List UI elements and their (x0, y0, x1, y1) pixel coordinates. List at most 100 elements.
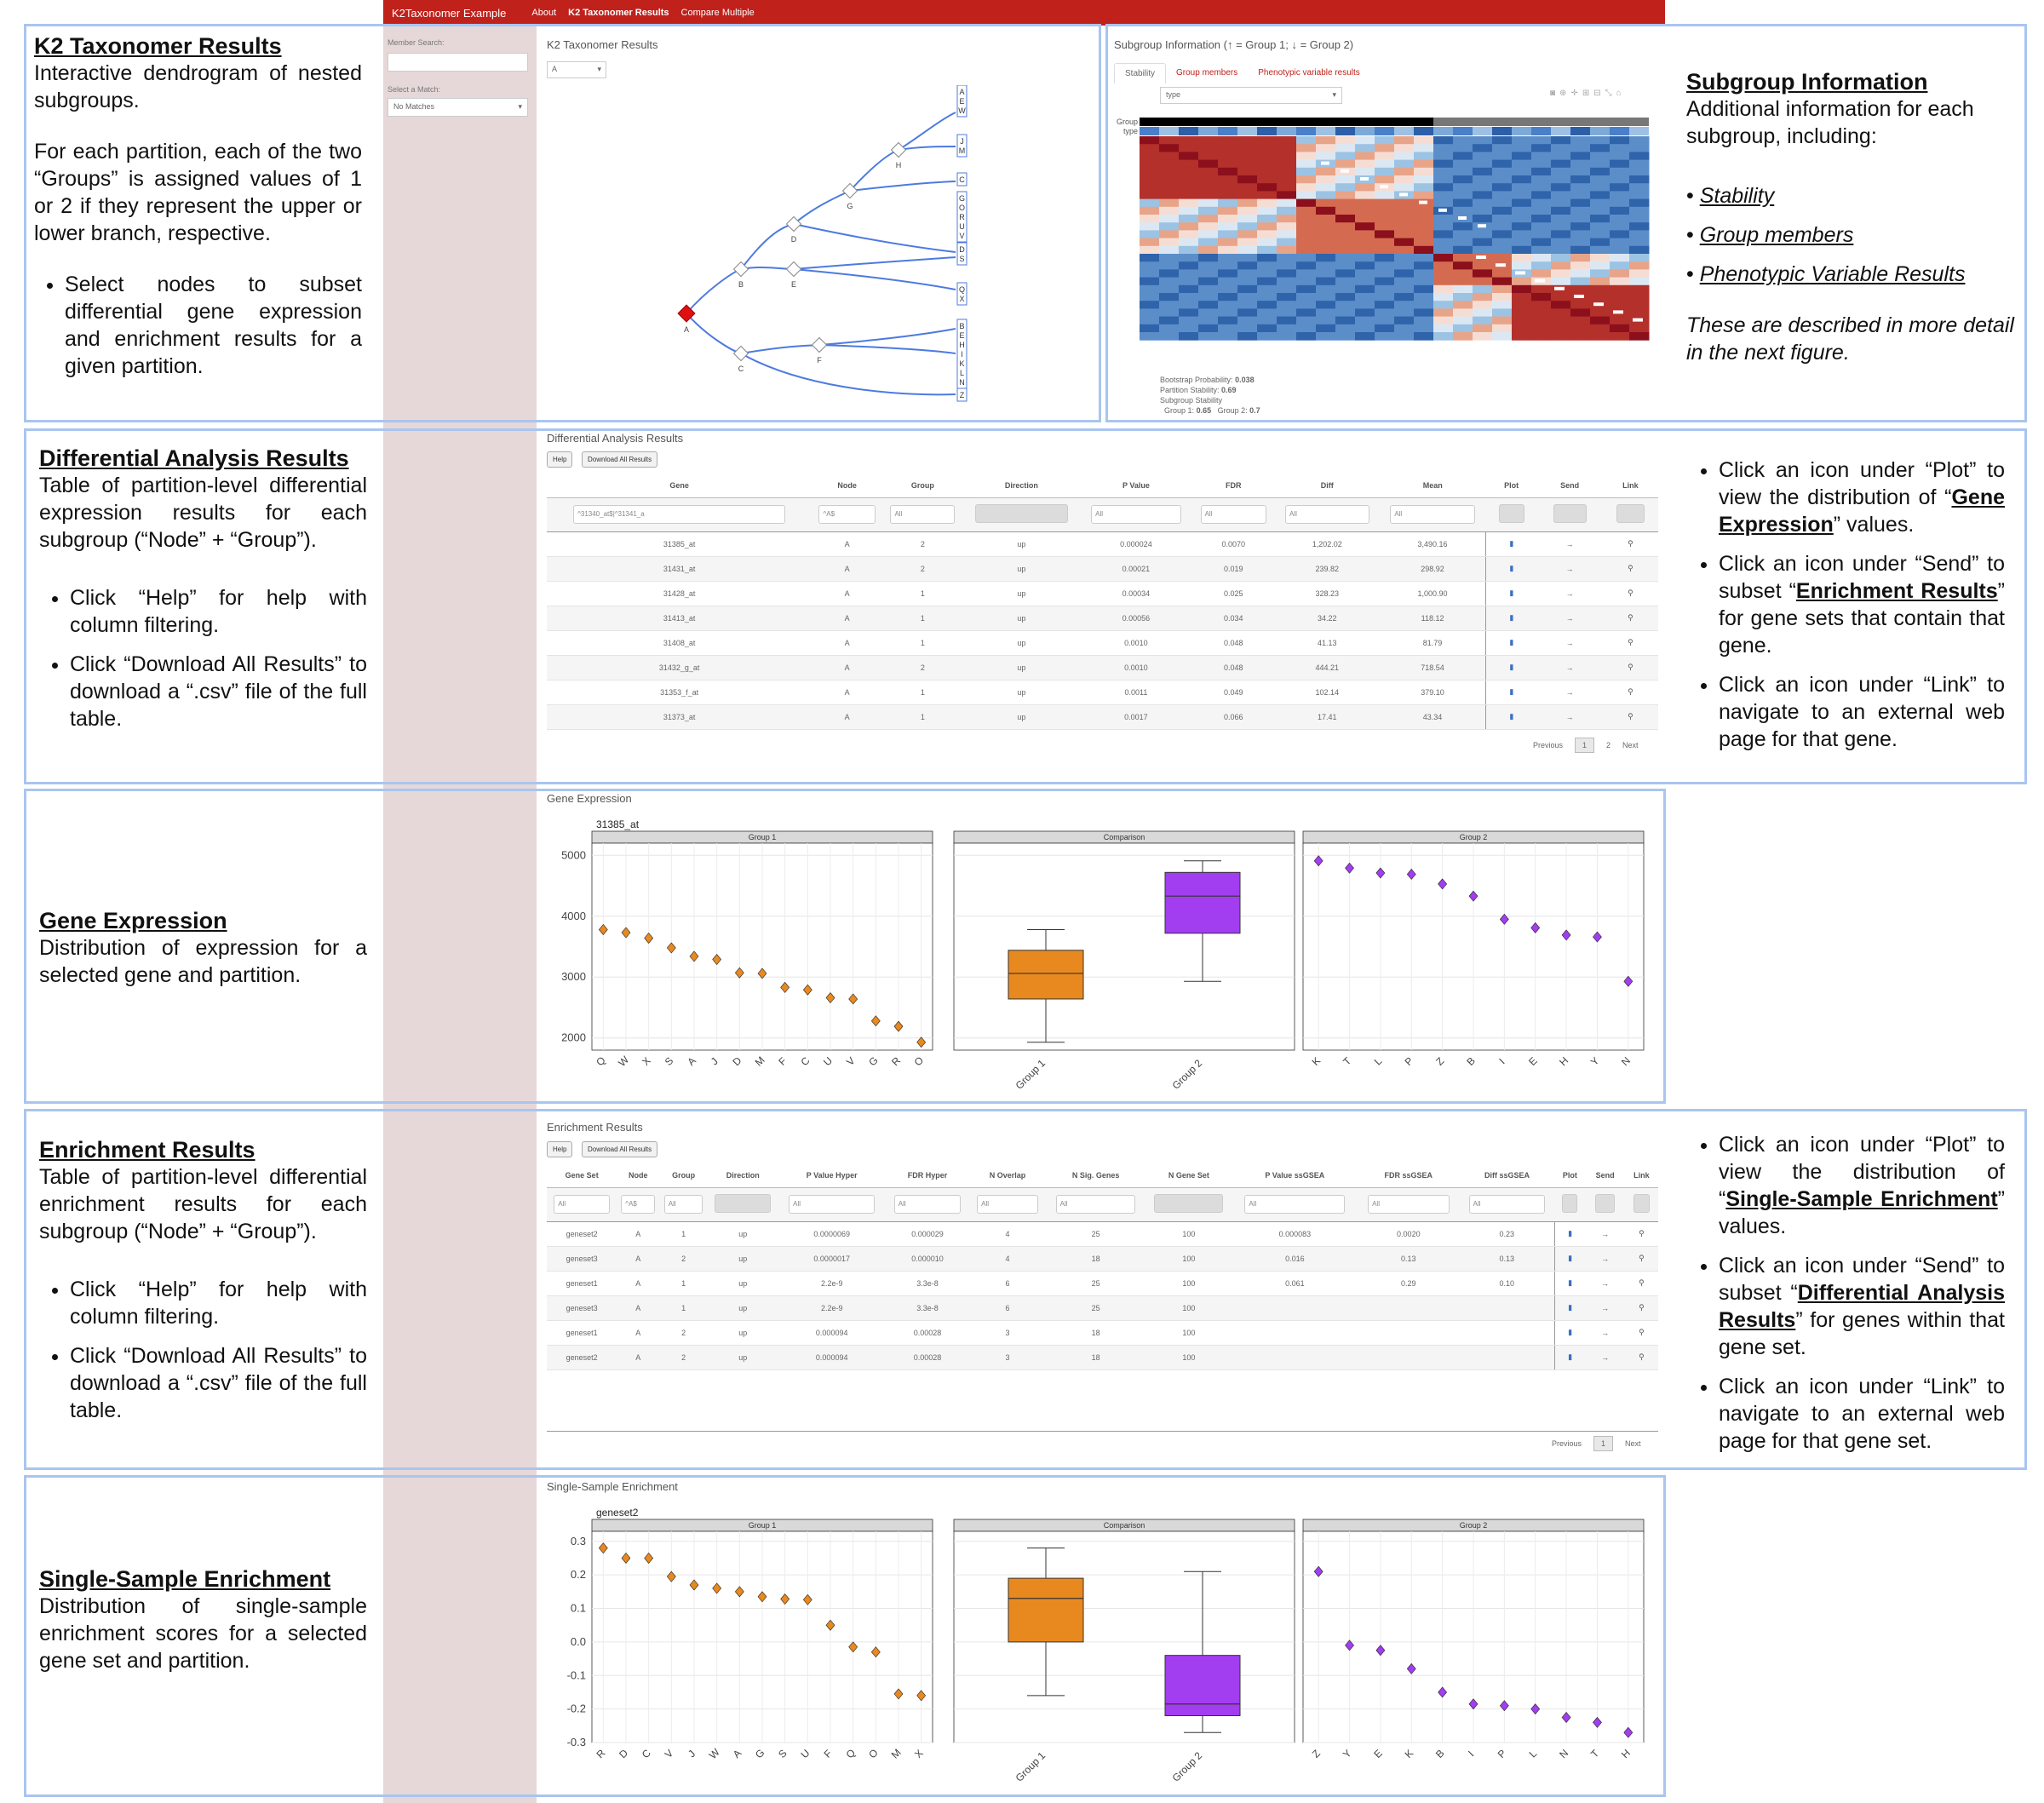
column-header[interactable]: Mean (1379, 474, 1486, 498)
dendrogram-node-e[interactable] (785, 261, 802, 278)
column-header[interactable]: N Sig. Genes (1045, 1163, 1146, 1188)
leaf-box[interactable] (956, 191, 967, 243)
column-filter-input[interactable]: All (1390, 505, 1476, 524)
group2-point[interactable] (1345, 862, 1354, 874)
group2-point[interactable] (1530, 1703, 1541, 1715)
group2-point[interactable] (1375, 1645, 1386, 1657)
column-filter-input[interactable]: All (1284, 505, 1369, 524)
link-icon[interactable]: ⚲ (1624, 1221, 1658, 1247)
dendrogram-node-b[interactable] (732, 261, 749, 278)
column-filter-input[interactable] (974, 504, 1069, 523)
group2-point[interactable] (1623, 1726, 1633, 1738)
group1-point[interactable] (712, 954, 722, 965)
group2-point[interactable] (1499, 913, 1509, 925)
column-header[interactable]: Gene Set (547, 1163, 617, 1188)
pager-next[interactable]: Next (1622, 741, 1639, 749)
plot-icon[interactable]: ▮ (1485, 531, 1537, 557)
link-icon[interactable]: ⚲ (1624, 1295, 1658, 1321)
link-icon[interactable]: ⚲ (1602, 606, 1658, 631)
column-header[interactable]: P Value (1079, 474, 1192, 498)
column-header[interactable]: FDR ssGSEA (1358, 1163, 1460, 1188)
diff-help-button[interactable]: Help (547, 451, 573, 468)
column-filter-input[interactable] (1154, 1194, 1224, 1213)
column-header[interactable]: Group (881, 474, 963, 498)
send-icon[interactable]: → (1536, 704, 1603, 730)
k2-node-select[interactable]: A ▾ (547, 61, 606, 78)
leaf-box[interactable] (956, 282, 967, 306)
column-header[interactable]: Send (1585, 1163, 1625, 1188)
plot-icon[interactable]: ▮ (1485, 606, 1537, 631)
group2-point[interactable] (1313, 1565, 1323, 1577)
send-icon[interactable]: → (1536, 531, 1603, 557)
group1-point[interactable] (780, 1593, 790, 1605)
dendrogram-node-c[interactable] (732, 345, 749, 362)
plot-icon[interactable]: ▮ (1485, 680, 1537, 705)
group2-point[interactable] (1593, 931, 1602, 943)
group1-point[interactable] (689, 1579, 699, 1591)
send-icon[interactable]: → (1536, 630, 1603, 656)
link-icon[interactable]: ⚲ (1602, 556, 1658, 582)
group1-point[interactable] (825, 1619, 835, 1631)
send-icon[interactable]: → (1536, 556, 1603, 582)
column-header[interactable]: Node (812, 474, 882, 498)
leaf-box[interactable] (956, 85, 967, 118)
nav-about[interactable]: About (531, 8, 557, 18)
box-body[interactable] (1008, 950, 1084, 1000)
group1-point[interactable] (621, 1553, 631, 1564)
send-icon[interactable]: → (1585, 1320, 1625, 1346)
link-icon[interactable]: ⚲ (1602, 581, 1658, 606)
pager-previous[interactable]: Previous (1552, 1439, 1582, 1448)
column-filter-input[interactable]: All (1468, 1195, 1546, 1214)
column-filter-input[interactable]: All (1368, 1195, 1450, 1214)
group1-point[interactable] (757, 968, 767, 979)
tab-phenotypic-variable-results[interactable]: Phenotypic variable results (1258, 68, 1360, 78)
plot-icon[interactable]: ▮ (1485, 630, 1537, 656)
zoom-out-icon[interactable]: ⊟ (1593, 89, 1605, 98)
group1-point[interactable] (757, 1591, 767, 1603)
column-filter-input[interactable]: All (554, 1195, 611, 1214)
send-icon[interactable]: → (1585, 1295, 1625, 1321)
column-filter-input[interactable]: All (977, 1195, 1038, 1214)
dendrogram-node-h[interactable] (890, 141, 907, 158)
plot-icon[interactable]: ▮ (1554, 1271, 1586, 1296)
group1-point[interactable] (712, 1582, 722, 1594)
column-header[interactable]: Link (1602, 474, 1658, 498)
group1-point[interactable] (848, 1641, 858, 1653)
column-header[interactable]: Direction (708, 1163, 778, 1188)
tab-group-members[interactable]: Group members (1176, 68, 1238, 78)
camera-icon[interactable]: ◙ (1550, 89, 1560, 98)
group1-point[interactable] (666, 942, 676, 954)
group1-point[interactable] (870, 1646, 881, 1658)
group1-point[interactable] (689, 950, 699, 962)
column-filter-input[interactable]: All (1200, 505, 1266, 524)
plot-icon[interactable]: ▮ (1554, 1246, 1586, 1272)
send-icon[interactable]: → (1536, 581, 1603, 606)
column-header[interactable]: N Gene Set (1145, 1163, 1232, 1188)
pager-page-2[interactable]: 2 (1606, 741, 1611, 749)
column-header[interactable]: Group (659, 1163, 709, 1188)
pager-page-1[interactable]: 1 (1575, 738, 1595, 753)
column-header[interactable]: Diff ssGSEA (1459, 1163, 1555, 1188)
column-header[interactable]: Send (1536, 474, 1603, 498)
plot-icon[interactable]: ▮ (1485, 655, 1537, 680)
group2-point[interactable] (1468, 1698, 1478, 1710)
group2-point[interactable] (1438, 1686, 1448, 1698)
group1-point[interactable] (644, 1553, 654, 1564)
column-header[interactable]: Link (1624, 1163, 1658, 1188)
column-header[interactable]: Diff (1274, 474, 1380, 498)
group2-point[interactable] (1593, 1716, 1602, 1728)
gene-expression-chart[interactable]: 31385_at 2000 3000 4000 5000 Group 1 Compariso… (537, 809, 1661, 1103)
group1-point[interactable] (825, 992, 835, 1004)
column-header[interactable]: P Value ssGSEA (1232, 1163, 1358, 1188)
group1-point[interactable] (644, 933, 654, 944)
column-filter-input[interactable]: ^A$ (818, 505, 876, 524)
diff-download-button[interactable]: Download All Results (582, 451, 658, 468)
plot-icon[interactable]: ▮ (1554, 1345, 1586, 1370)
enrich-download-button[interactable]: Download All Results (582, 1141, 658, 1157)
link-icon[interactable]: ⚲ (1602, 531, 1658, 557)
enrich-help-button[interactable]: Help (547, 1141, 573, 1157)
group2-point[interactable] (1438, 878, 1448, 890)
plot-icon[interactable]: ▮ (1554, 1295, 1586, 1321)
group2-point[interactable] (1345, 1639, 1354, 1651)
group2-point[interactable] (1499, 1700, 1509, 1712)
